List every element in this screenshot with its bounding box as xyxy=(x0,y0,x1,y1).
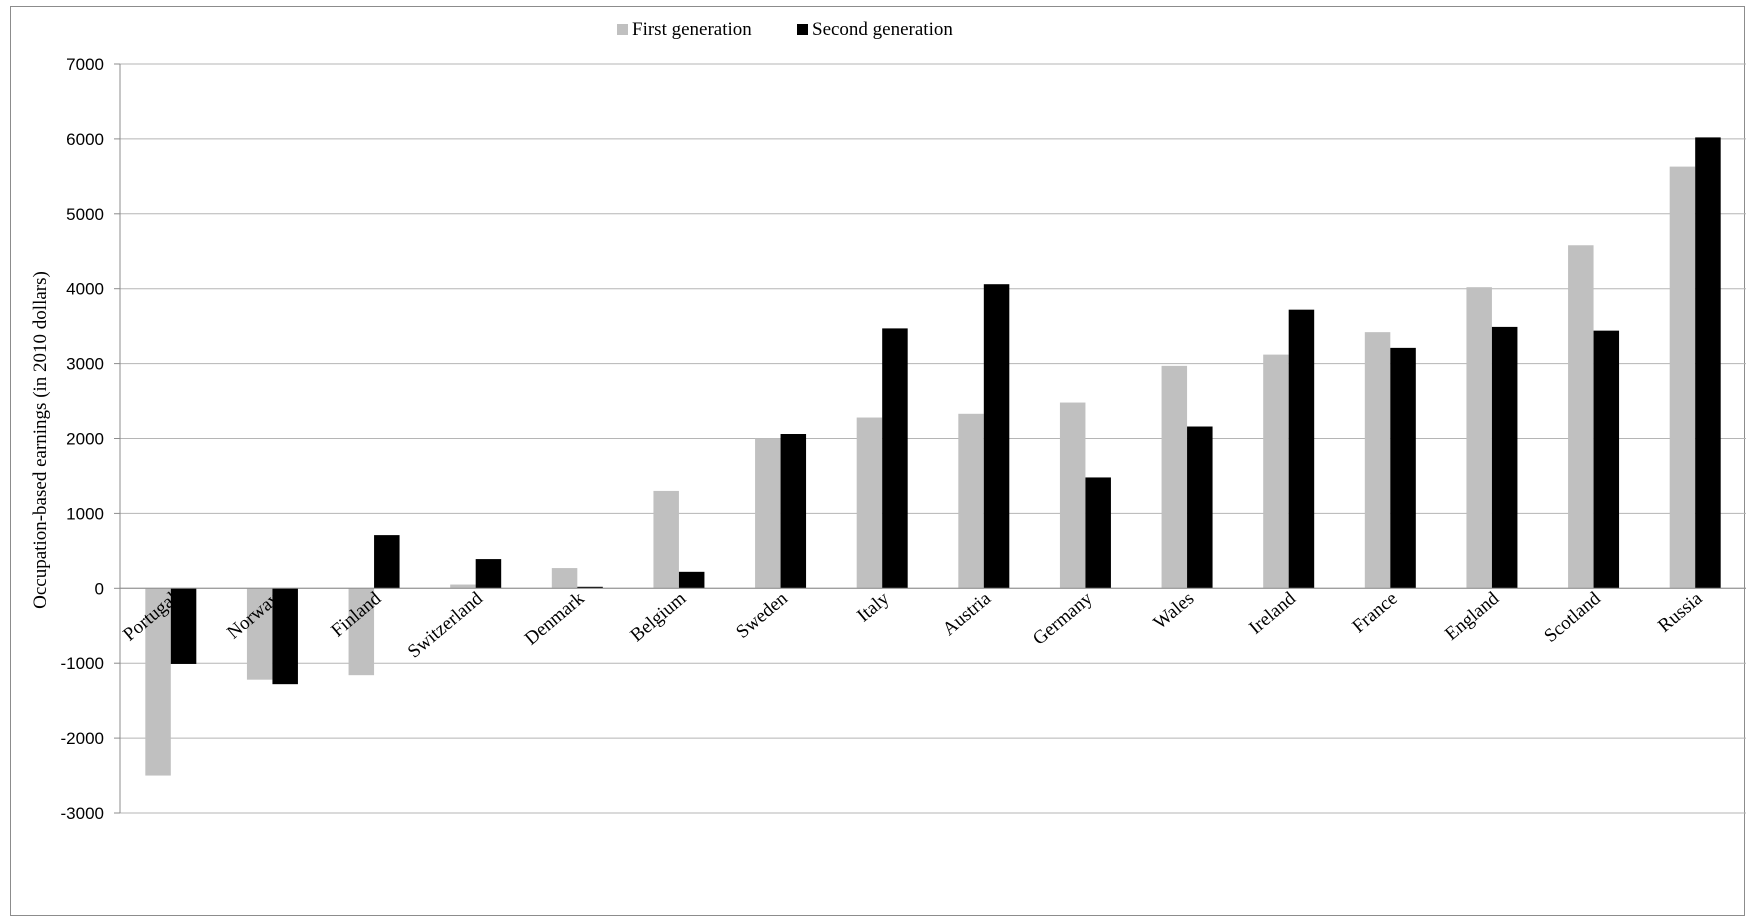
bar-first-generation xyxy=(551,568,578,589)
x-tick-label: Sweden xyxy=(732,588,792,643)
y-tick-label: 2000 xyxy=(66,430,104,449)
bar-second-generation xyxy=(1695,137,1721,589)
x-tick-label: Germany xyxy=(1029,588,1097,650)
bar-second-generation xyxy=(678,571,705,589)
legend: First generation Second generation xyxy=(617,19,953,40)
x-tick-label: Italy xyxy=(853,588,894,627)
x-tick-label: Belgium xyxy=(627,588,691,646)
bar-first-generation xyxy=(653,490,679,589)
y-tick-label: -3000 xyxy=(61,804,104,823)
x-tick-label: Switzerland xyxy=(404,588,487,663)
bar-second-generation xyxy=(1288,309,1315,589)
bar-first-generation xyxy=(1059,402,1086,589)
bar-first-generation xyxy=(755,438,781,589)
x-tick-label: Ireland xyxy=(1245,588,1300,639)
bar-first-generation xyxy=(856,417,883,589)
bar-first-generation xyxy=(958,413,984,589)
bar-second-generation xyxy=(983,284,1010,589)
y-tick-label: 6000 xyxy=(66,130,104,149)
x-tick-label: France xyxy=(1348,588,1401,637)
bar-second-generation xyxy=(475,559,502,589)
x-tick-label: England xyxy=(1441,588,1503,645)
bar-first-generation xyxy=(145,588,171,776)
x-tick-label: Austria xyxy=(939,588,996,640)
y-tick-label: -2000 xyxy=(61,729,104,748)
legend-swatch-first xyxy=(617,24,628,35)
bar-second-generation xyxy=(1593,330,1620,589)
y-tick-label: 4000 xyxy=(66,280,104,299)
bar-second-generation xyxy=(1085,477,1111,589)
bar-second-generation xyxy=(1491,326,1518,589)
bar-first-generation xyxy=(1364,332,1391,589)
bar-second-generation xyxy=(272,588,298,685)
x-tick-label: Wales xyxy=(1150,588,1199,634)
bar-first-generation xyxy=(1466,287,1492,589)
legend-label-first: First generation xyxy=(632,19,752,40)
y-tick-label: 3000 xyxy=(66,355,104,374)
legend-swatch-second xyxy=(797,24,808,35)
bar-first-generation xyxy=(450,584,476,589)
bar-chart: -3000 -2000 -1000 0 1000 2000 3000 4000 5000 6000… xyxy=(30,19,1746,823)
x-tick-label: Russia xyxy=(1654,588,1707,637)
chart-frame: -3000 -2000 -1000 0 1000 2000 3000 4000 5000 6000… xyxy=(10,6,1746,916)
x-tick-label: Scotland xyxy=(1540,588,1605,647)
bar-first-generation xyxy=(1263,354,1289,589)
y-tick-label: -1000 xyxy=(61,654,104,673)
bar-second-generation xyxy=(780,434,807,589)
bar-first-generation xyxy=(246,588,273,680)
bar-second-generation xyxy=(1390,347,1416,589)
bar-second-generation xyxy=(882,328,908,589)
bar-second-generation xyxy=(170,588,197,664)
x-tick-label: Denmark xyxy=(521,588,589,650)
y-axis-title: Occupation-based earnings (in 2010 dolla… xyxy=(30,271,51,609)
bars xyxy=(145,137,1721,776)
y-tick-label: 7000 xyxy=(66,55,104,74)
bar-first-generation xyxy=(1568,245,1594,589)
bar-second-generation xyxy=(1187,426,1213,589)
y-tick-label: 0 xyxy=(95,579,104,598)
bar-second-generation xyxy=(374,535,400,589)
y-tick-label: 1000 xyxy=(66,504,104,523)
bar-first-generation xyxy=(348,588,375,676)
bar-first-generation xyxy=(1669,166,1696,589)
legend-label-second: Second generation xyxy=(812,19,953,40)
bar-second-generation xyxy=(577,586,603,589)
y-tick-label: 5000 xyxy=(66,205,104,224)
bar-first-generation xyxy=(1161,365,1188,589)
